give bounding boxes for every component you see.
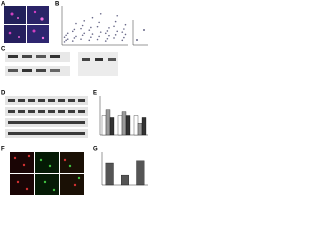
- panel-label: G: [93, 147, 98, 153]
- data-point: [106, 30, 109, 32]
- data-point: [73, 37, 76, 39]
- panel-a-images: [4, 6, 49, 43]
- bar: [105, 109, 111, 136]
- data-point: [65, 39, 67, 42]
- bar: [136, 160, 145, 186]
- data-point: [88, 39, 91, 42]
- data-point: [66, 32, 69, 35]
- data-point: [114, 20, 117, 23]
- data-point: [63, 36, 66, 38]
- data-point: [113, 37, 115, 39]
- panel-label: E: [93, 91, 97, 97]
- data-point: [123, 36, 125, 39]
- bar: [109, 117, 115, 136]
- data-point: [124, 23, 127, 26]
- data-point: [75, 22, 77, 25]
- data-point: [99, 31, 102, 33]
- data-point: [98, 21, 100, 24]
- data-point: [113, 25, 115, 28]
- data-point: [81, 34, 84, 37]
- data-point: [71, 30, 74, 33]
- data-point: [75, 35, 77, 38]
- data-point: [114, 34, 117, 36]
- panel-c-blots: [5, 52, 118, 76]
- data-point: [121, 39, 124, 42]
- panel-d-blot: [5, 96, 88, 138]
- figure: A B C D E F G: [1, 2, 148, 195]
- panel-label: F: [1, 147, 5, 153]
- bar: [141, 117, 147, 136]
- bar: [121, 174, 129, 186]
- data-point: [98, 35, 100, 38]
- bar: [117, 115, 123, 136]
- data-point: [80, 27, 82, 30]
- data-point: [91, 33, 94, 35]
- data-point: [65, 34, 67, 37]
- data-point: [104, 32, 107, 35]
- data-point: [83, 20, 86, 22]
- data-point: [116, 14, 119, 17]
- data-point: [71, 40, 74, 42]
- panel-label: A: [1, 2, 6, 8]
- bar: [121, 111, 127, 136]
- data-point: [66, 38, 69, 40]
- data-point: [91, 16, 94, 19]
- data-point: [124, 33, 127, 36]
- panel-f-images: [10, 152, 84, 195]
- data-point: [63, 41, 66, 43]
- data-point: [108, 27, 110, 29]
- data-point: [73, 28, 76, 31]
- data-point: [116, 30, 119, 33]
- data-point: [96, 38, 99, 41]
- inset-point: [143, 29, 145, 31]
- data-point: [121, 31, 124, 33]
- data-point: [96, 25, 99, 28]
- data-point: [81, 24, 84, 27]
- data-point: [90, 36, 92, 38]
- data-point: [90, 26, 92, 29]
- bar: [133, 115, 139, 136]
- bar: [125, 115, 131, 136]
- bar: [105, 162, 114, 186]
- data-point: [108, 34, 110, 37]
- data-point: [80, 38, 82, 40]
- panel-label: D: [1, 91, 6, 97]
- inset-point: [136, 39, 138, 41]
- panel-b-axes: [61, 6, 148, 46]
- panel-label: C: [1, 47, 6, 53]
- data-point: [83, 32, 86, 35]
- bar: [137, 123, 143, 136]
- data-point: [99, 13, 102, 15]
- data-point: [106, 37, 109, 40]
- data-point: [123, 28, 125, 30]
- bar: [101, 115, 107, 136]
- data-point: [104, 40, 107, 42]
- data-point: [88, 29, 91, 31]
- panel-label: B: [55, 2, 60, 8]
